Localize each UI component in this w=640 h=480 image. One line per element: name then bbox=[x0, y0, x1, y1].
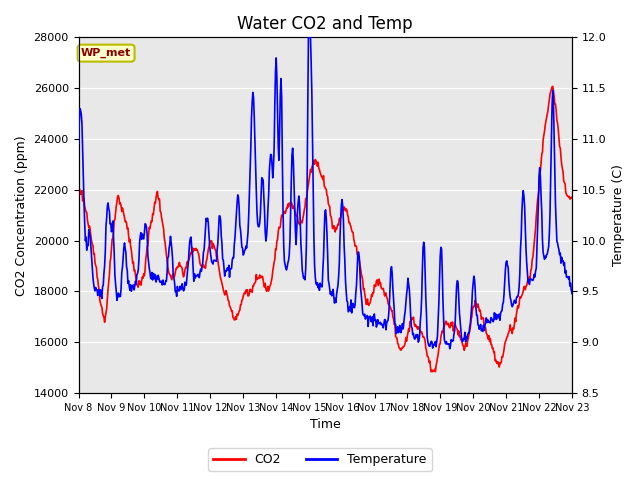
Y-axis label: CO2 Concentration (ppm): CO2 Concentration (ppm) bbox=[15, 135, 28, 296]
Text: WP_met: WP_met bbox=[81, 48, 131, 58]
Y-axis label: Temperature (C): Temperature (C) bbox=[612, 164, 625, 266]
Title: Water CO2 and Temp: Water CO2 and Temp bbox=[237, 15, 413, 33]
Legend: CO2, Temperature: CO2, Temperature bbox=[208, 448, 432, 471]
X-axis label: Time: Time bbox=[310, 419, 340, 432]
